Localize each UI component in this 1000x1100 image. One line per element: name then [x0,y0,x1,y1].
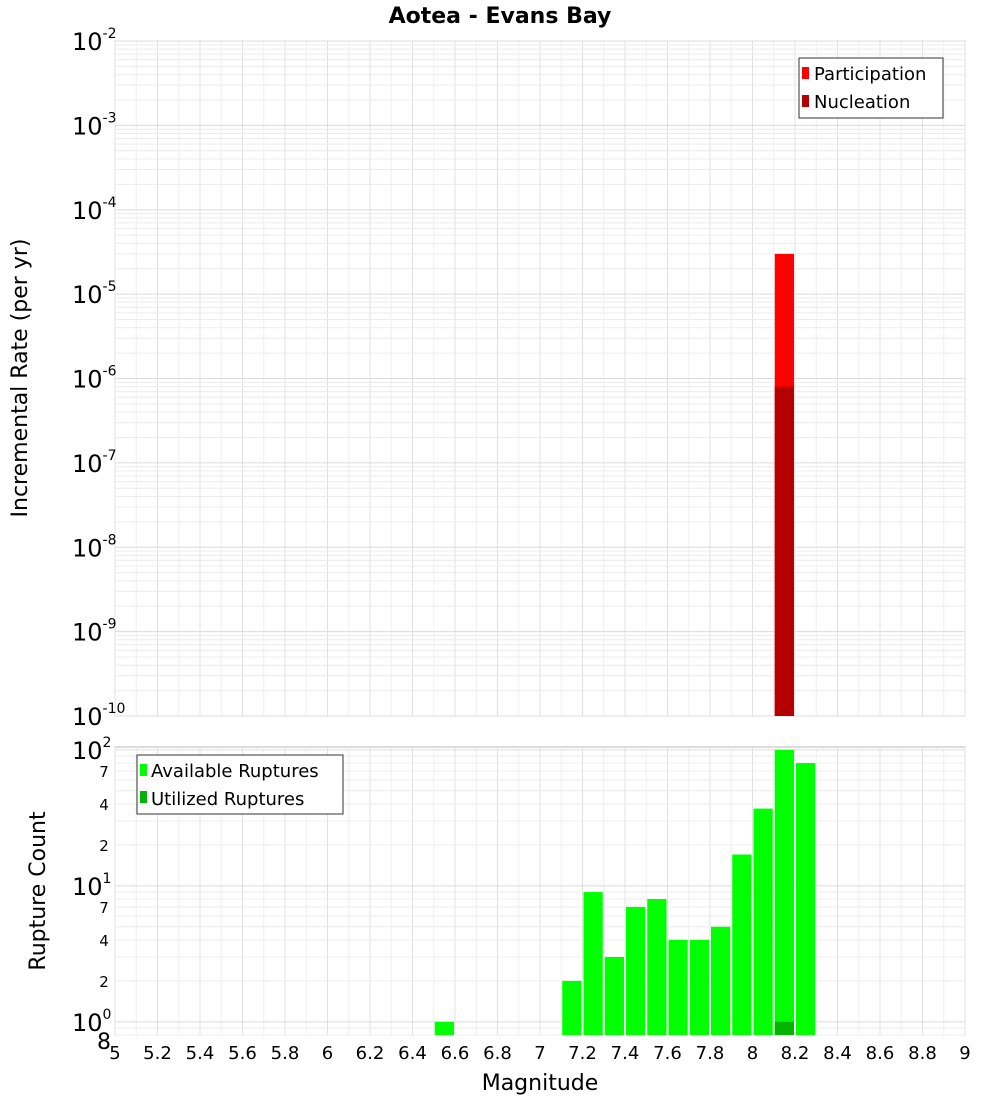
count-y-minor-label-4: 2 [99,837,109,855]
x-tick-label-1: 5.2 [143,1043,172,1064]
count-bar-available-ruptures-1 [562,980,582,1035]
legend-participation-swatch [802,67,809,79]
legend-nucleation-label: Nucleation [814,92,910,113]
x-tick-label-10: 7 [534,1043,545,1064]
x-tick-label-14: 7.8 [696,1043,725,1064]
count-bar-available-ruptures-8 [711,926,731,1035]
x-tick-label-12: 7.4 [611,1043,640,1064]
count-y-minor-label-2: 4 [99,932,109,950]
rate-y-decade-label-5: 10-5 [72,279,117,309]
count-bar-available-ruptures-11 [774,749,794,1035]
x-tick-label-3: 5.6 [228,1043,257,1064]
count-y-minor-label-6: 7 [99,763,109,781]
x-tick-label-15: 8 [747,1043,758,1064]
count-bars [434,749,816,1035]
legend-nucleation-swatch [802,95,809,107]
rate-y-decade-label-0: 10-10 [72,701,125,731]
x-tick-label-9: 6.8 [483,1043,512,1064]
x-tick-label-19: 8.8 [908,1043,937,1064]
rate-legend-box [798,57,944,119]
count-bar-utilized-ruptures-0 [774,1021,794,1035]
rate-legend: Participation Nucleation [798,57,944,119]
rate-y-decade-label-8: 10-2 [72,26,117,56]
x-tick-label-17: 8.4 [823,1043,852,1064]
count-y-decade-label-1: 101 [72,871,111,901]
rate-y-decade-label-1: 10-9 [72,617,117,647]
count-bar-available-ruptures-9 [732,854,752,1035]
x-tick-label-20: 9 [959,1043,970,1064]
count-y-minor-label-3: 7 [99,899,109,917]
x-tick-label-7: 6.4 [398,1043,427,1064]
count-legend-box [136,754,344,815]
count-bar-available-ruptures-2 [583,892,603,1035]
count-bar-available-ruptures-6 [668,939,688,1035]
x-tick-label-5: 6 [322,1043,333,1064]
rate-panel: 10-10 10-9 10-8 10-7 10-6 10-5 10-4 10-3 10-2 In… [8,26,966,731]
rate-y-decade-label-4: 10-6 [72,364,117,394]
legend-utilized-swatch [140,791,147,803]
x-tick-label-16: 8.2 [781,1043,810,1064]
x-tick-label-18: 8.6 [866,1043,895,1064]
count-bar-available-ruptures-12 [796,763,816,1035]
rate-y-decade-label-6: 10-4 [72,195,117,225]
count-bar-available-ruptures-10 [753,808,773,1035]
legend-available-swatch [140,764,147,776]
rate-y-axis-title: Incremental Rate (per yr) [8,239,33,518]
count-panel: 100 101 102 8 2 4 7 2 4 7 5 5.2 5.4 5.6 5.8 6 6.2 6.4 6.6… [26,735,971,1096]
rate-y-decade-label-7: 10-3 [72,110,117,140]
legend-available-label: Available Ruptures [151,761,319,782]
chart-title: Aotea - Evans Bay [389,4,612,29]
count-y-minor-label-1: 2 [99,973,109,991]
x-tick-label-2: 5.4 [186,1043,215,1064]
x-tick-label-11: 7.2 [568,1043,597,1064]
rate-y-decade-label-3: 10-7 [72,448,117,478]
x-tick-label-8: 6.6 [441,1043,470,1064]
magnitude-tick-labels: 5 5.2 5.4 5.6 5.8 6 6.2 6.4 6.6 6.8 7 7.2 7.4 7.6 7.8 8… [109,1043,970,1064]
count-bar-available-ruptures-3 [604,956,624,1035]
count-y-axis-title: Rupture Count [26,811,51,971]
rate-gridlines [114,40,966,717]
x-tick-label-13: 7.6 [653,1043,682,1064]
x-axis-title: Magnitude [482,1071,599,1096]
rate-y-decade-label-2: 10-8 [72,532,117,562]
legend-participation-label: Participation [814,64,926,85]
count-y-minor-label-0: 8 [97,1030,111,1055]
count-y-minor-label-5: 4 [99,796,109,814]
rate-bars [774,253,794,716]
count-y-decade-label-0: 100 [72,1007,111,1037]
rate-bar-nucleation-0 [774,386,794,716]
x-tick-label-6: 6.2 [356,1043,385,1064]
count-bar-available-ruptures-4 [626,906,646,1035]
count-y-tick-labels: 100 101 102 8 2 4 7 2 4 7 [72,735,111,1055]
count-bar-available-ruptures-5 [647,899,667,1035]
count-bar-available-ruptures-7 [689,939,709,1035]
count-y-decade-label-2: 102 [72,735,111,765]
count-bar-available-ruptures-0 [434,1021,454,1035]
rate-y-tick-labels: 10-10 10-9 10-8 10-7 10-6 10-5 10-4 10-3 10-2 [72,26,125,731]
legend-utilized-label: Utilized Ruptures [151,789,304,810]
x-tick-label-4: 5.8 [271,1043,300,1064]
count-legend: Available Ruptures Utilized Ruptures [136,754,344,815]
x-tick-label-0: 5 [109,1043,120,1064]
